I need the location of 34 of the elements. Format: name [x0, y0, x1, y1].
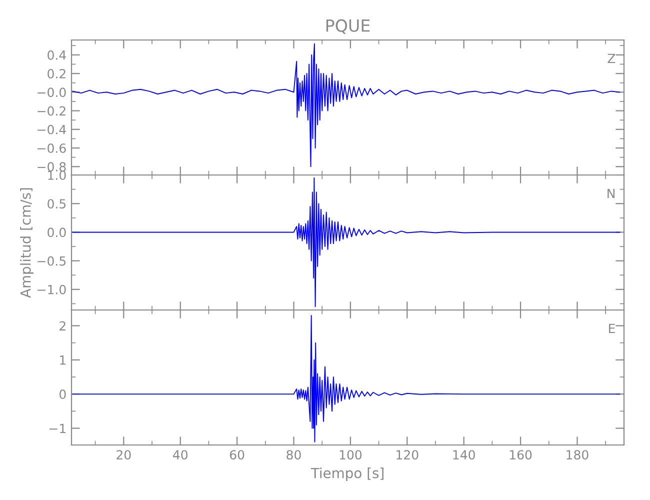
y-tick-label: 1 — [60, 356, 66, 365]
y-tick-label: −1 — [50, 424, 66, 433]
y-tick-label: 1.0 — [48, 170, 66, 180]
x-tick-label: 80 — [286, 450, 301, 460]
y-tick-label: 0.5 — [48, 199, 66, 209]
y-tick-label: −1.0 — [38, 284, 66, 294]
y-axis-title: Amplitud [cm/s] — [20, 188, 34, 298]
y-tick-label: −0.2 — [38, 106, 66, 116]
y-tick-label: −0.8 — [38, 162, 66, 172]
y-tick-label: −0.4 — [38, 124, 66, 134]
line-series — [72, 314, 620, 442]
line-series — [72, 177, 620, 308]
y-tick-label: 2 — [60, 321, 66, 330]
x-tick-label: 180 — [566, 450, 588, 460]
x-tick-label: 100 — [340, 450, 362, 460]
chart-title: PQUE — [326, 19, 370, 34]
x-tick-label: 120 — [396, 450, 418, 460]
x-axis-title: Tiempo [s] — [310, 468, 384, 481]
y-tick-label: −0.0 — [38, 88, 66, 98]
x-tick-label: 40 — [173, 450, 188, 460]
y-tick-label: 0.4 — [48, 50, 66, 60]
x-tick-label: 160 — [510, 450, 532, 460]
y-tick-label: −0.6 — [38, 143, 66, 153]
annotation: N — [608, 188, 614, 198]
y-tick-label: −0.5 — [38, 256, 66, 266]
x-tick-label: 60 — [230, 450, 244, 460]
y-tick-label: 0.0 — [48, 228, 66, 238]
line-series — [72, 43, 620, 168]
x-tick-label: 140 — [453, 450, 475, 460]
annotation: Z — [608, 54, 616, 63]
x-tick-label: 20 — [116, 450, 131, 460]
annotation: E — [609, 324, 615, 333]
y-tick-label: 0 — [60, 390, 66, 400]
y-tick-label: 0.2 — [48, 68, 66, 78]
